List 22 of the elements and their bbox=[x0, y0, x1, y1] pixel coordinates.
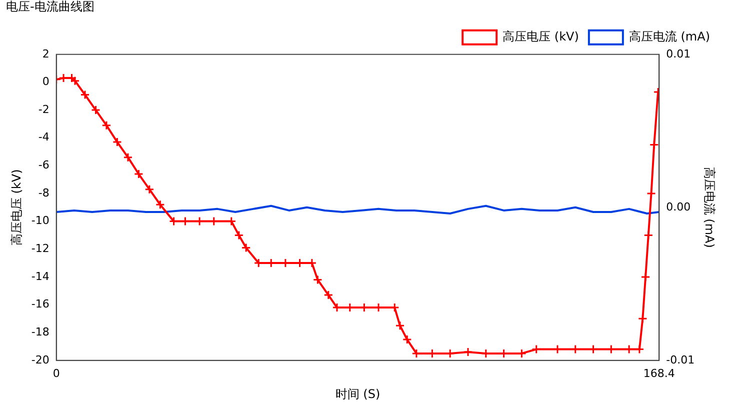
y2-tick-label: -0.01 bbox=[666, 353, 695, 366]
y-tick-label: -20 bbox=[31, 353, 50, 366]
legend-label: 高压电压 (kV) bbox=[502, 30, 579, 44]
x-tick-label: 168.4 bbox=[643, 366, 675, 380]
y2-tick-label: 0.00 bbox=[666, 200, 691, 214]
chart-title: 电压-电流曲线图 bbox=[6, 0, 94, 14]
legend-label: 高压电流 (mA) bbox=[628, 30, 710, 44]
y-tick-label: 0 bbox=[42, 75, 50, 88]
y2-tick-label: 0.01 bbox=[666, 47, 691, 60]
y-tick-label: -2 bbox=[38, 102, 50, 116]
y-tick-label: -4 bbox=[38, 130, 50, 144]
y-axis-title: 高压电压 (kV) bbox=[9, 169, 24, 246]
y-tick-label: 2 bbox=[42, 47, 50, 60]
y-tick-label: -6 bbox=[38, 158, 50, 172]
y-tick-label: -10 bbox=[31, 214, 50, 228]
y2-axis-title: 高压电流 (mA) bbox=[702, 166, 717, 248]
y-tick-label: -8 bbox=[38, 186, 50, 200]
y-tick-label: -12 bbox=[31, 242, 50, 255]
x-axis-title: 时间 (S) bbox=[335, 386, 380, 401]
y-tick-label: -14 bbox=[31, 270, 50, 283]
y-tick-label: -18 bbox=[31, 325, 50, 338]
y-tick-label: -16 bbox=[31, 298, 50, 311]
